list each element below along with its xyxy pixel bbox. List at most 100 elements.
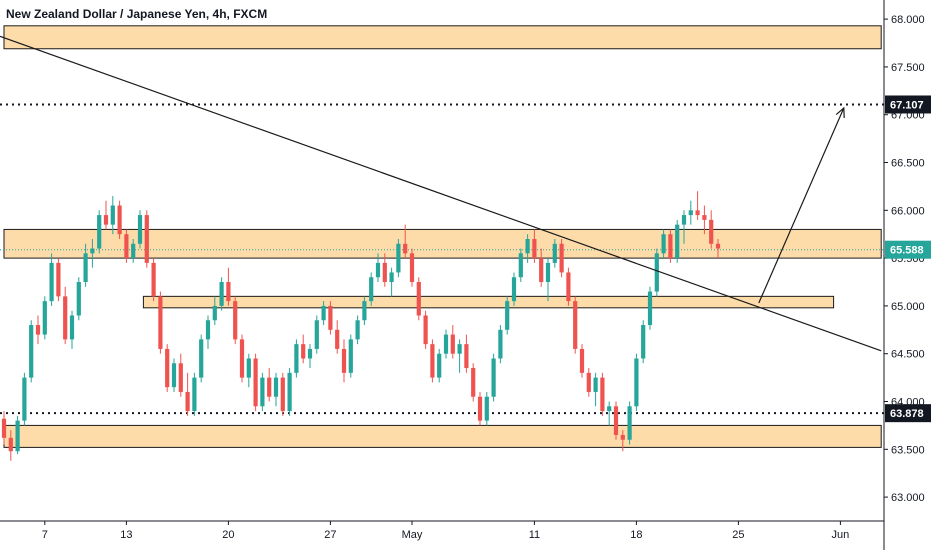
candle [83,243,88,287]
candle-body [457,344,462,354]
candle [321,301,326,326]
zone-2 [142,295,835,309]
supply-demand-zones [3,25,882,448]
candle [491,353,496,402]
candle [668,229,673,263]
candle-body [471,368,476,397]
candle-body [416,282,421,316]
x-tick-label: Jun [832,529,850,541]
candle-body [641,325,646,359]
zone-3 [3,424,882,448]
trendline [0,35,882,352]
badge-label: 67.107 [890,99,924,111]
time-axis[interactable]: 7 13 20 27 May 11 18 25 Jun [42,521,850,541]
candle-body [559,243,564,273]
candle [144,210,149,268]
candle [151,258,156,302]
candle [634,353,639,412]
candle-body [178,363,183,392]
candle-body [321,305,326,321]
candle [681,210,687,244]
candle-body [341,348,347,373]
candle [552,238,557,268]
candle-body [403,243,408,254]
candle-body [260,377,265,407]
candle-body [171,363,177,388]
candle [525,234,530,263]
candle-body [668,234,673,259]
y-tick-label: 66.500 [891,158,925,170]
candle-body [477,396,483,421]
x-tick-label: 20 [222,529,234,541]
price-axis[interactable]: 68.00067.50067.00066.50066.00065.50065.0… [884,14,925,504]
candle-body [8,437,13,452]
candle [369,272,374,306]
candle-body [362,301,367,321]
y-tick-label: 63.000 [891,492,925,504]
candle-body [539,258,544,283]
candle [328,301,333,335]
candle [416,277,421,321]
candle-body [450,334,455,354]
candle-body [688,210,693,216]
candle-body [273,377,279,397]
candle-body [375,262,381,278]
candle-body [369,277,374,302]
candle-body [382,262,387,283]
candle [35,315,41,345]
candle [484,391,489,426]
candle [341,339,347,383]
candle-body [110,205,115,225]
candle-body [437,353,442,378]
candle [600,372,605,416]
candle-body [97,215,102,249]
candle-body [355,320,360,340]
candle [511,272,517,306]
candle-body [226,282,231,302]
x-tick-label: 13 [120,529,132,541]
candle [273,372,279,407]
last-price-badge: 65.588 [885,240,931,259]
candle-body [103,215,109,225]
candle-body [63,296,68,340]
candle-body [246,358,251,378]
candle [348,334,353,378]
candle-body [76,282,81,316]
x-tick-label: May [402,529,423,541]
candle [287,368,292,416]
badge-bg [885,404,931,423]
candle-body [709,219,714,244]
candle [695,191,700,220]
candle [709,210,714,249]
candle-body [681,215,687,225]
candle [715,238,721,259]
candle-body [35,325,41,335]
candle [233,296,238,345]
candle-body [233,301,238,340]
candle [532,229,537,263]
candle [239,334,245,383]
candle-body [348,339,353,373]
candle [423,310,428,349]
zone-1 [3,228,882,259]
candle-body [124,234,129,259]
candle [178,353,183,397]
candle-body [443,334,449,354]
candle [131,238,136,263]
candle [260,372,265,412]
candle [409,248,415,287]
candle [314,315,319,354]
candle-body [205,320,211,340]
candle [76,277,81,321]
candle-body [144,215,149,263]
candle-body [620,434,625,440]
candle-body [212,305,217,321]
candle [103,200,109,230]
candle-body [287,372,292,412]
candle-body [647,291,653,326]
candle [56,258,61,302]
candle [654,248,659,297]
y-tick-label: 68.000 [891,14,925,26]
candle [137,210,143,249]
